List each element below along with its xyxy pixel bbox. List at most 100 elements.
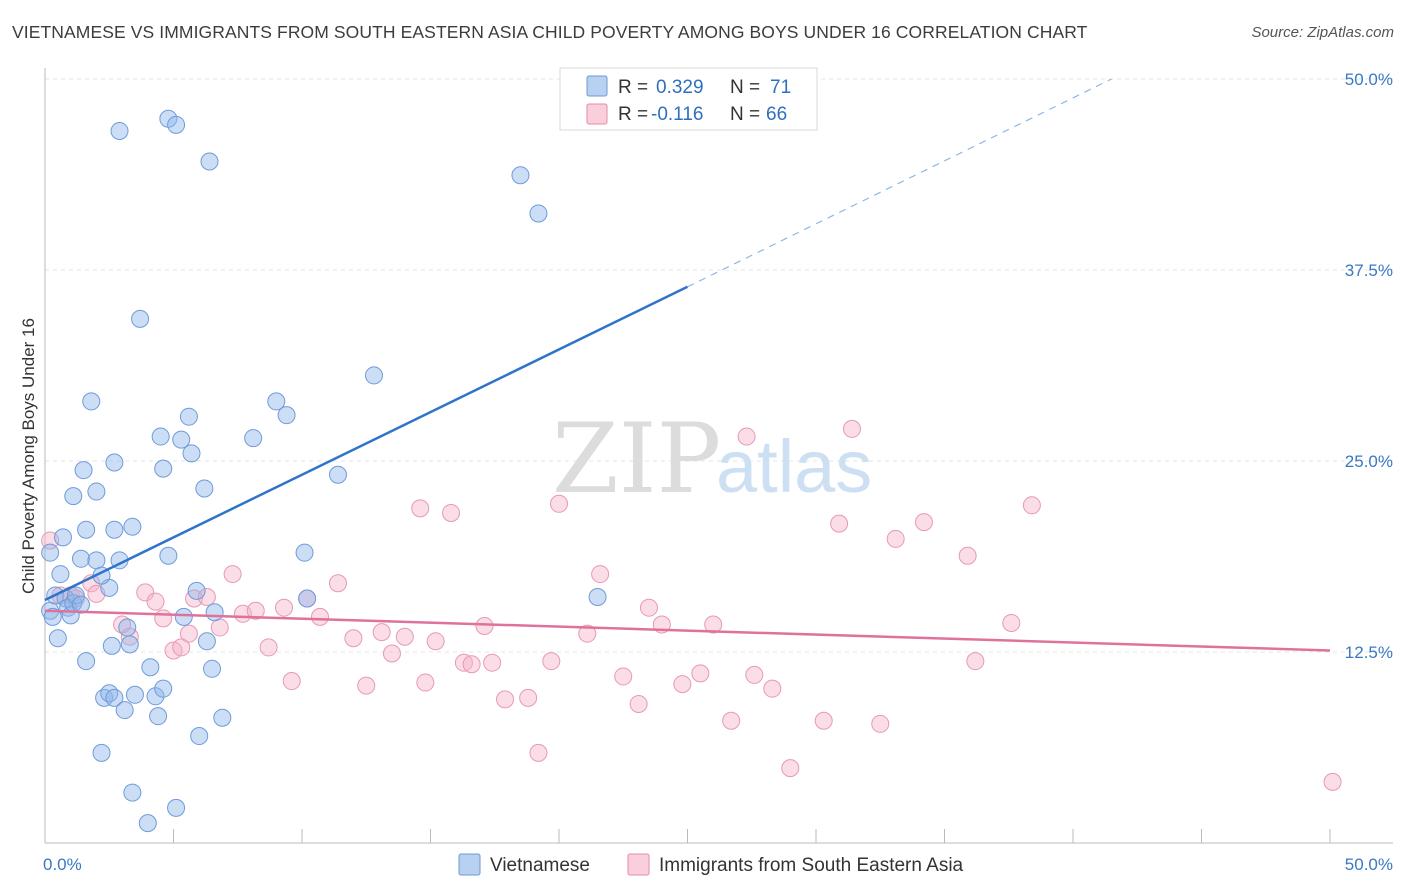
- legend-r-label-1: R =: [618, 77, 648, 98]
- immigrants-point-39: [496, 690, 515, 709]
- vietnamese-point-18: [82, 392, 101, 411]
- vietnamese-point-9: [66, 586, 85, 605]
- immigrants-point-9: [146, 592, 165, 611]
- immigrants-point-24: [310, 607, 329, 626]
- immigrants-point-55: [745, 665, 764, 684]
- vietnamese-point-55: [190, 727, 209, 746]
- vietnamese-point-66: [298, 589, 317, 608]
- vietnamese-point-61: [213, 708, 232, 727]
- immigrants-point-68: [1323, 772, 1342, 791]
- immigrants-point-66: [1002, 613, 1021, 632]
- vietnamese-point-16: [77, 652, 96, 671]
- immigrants-points: [41, 419, 1342, 791]
- x-tick-label-1: 50.0%: [1345, 855, 1393, 874]
- chart-title: VIETNAMESE VS IMMIGRANTS FROM SOUTH EAST…: [12, 22, 1088, 42]
- trend-lines: [44, 78, 1331, 652]
- vietnamese-point-49: [167, 798, 186, 817]
- vietnamese-point-20: [87, 482, 106, 501]
- vietnamese-point-59: [203, 659, 222, 678]
- legend-r-value-immigrants: -0.116: [651, 104, 703, 125]
- immigrants-point-13: [179, 624, 198, 643]
- legend-n-value-vietnamese: 71: [770, 77, 791, 98]
- immigrants-point-19: [246, 601, 265, 620]
- bottom-swatch-vietnamese: [458, 853, 481, 876]
- vietnamese-point-44: [154, 459, 173, 478]
- legend-n-value-immigrants: 66: [766, 104, 787, 125]
- immigrants-point-51: [691, 664, 710, 683]
- immigrants-point-25: [328, 574, 347, 593]
- immigrants-point-48: [639, 598, 658, 617]
- vietnamese-point-64: [277, 406, 296, 425]
- immigrants-point-52: [704, 615, 723, 634]
- vietnamese-point-33: [118, 618, 137, 637]
- immigrants-point-53: [722, 711, 741, 730]
- vietnamese-point-62: [244, 429, 263, 448]
- immigrants-point-46: [614, 667, 633, 686]
- vietnamese-point-17: [77, 520, 96, 539]
- vietnamese-point-68: [364, 366, 383, 385]
- immigrants-point-32: [416, 673, 435, 692]
- vietnamese-point-48: [167, 115, 186, 134]
- watermark-atlas: atlas: [716, 425, 872, 508]
- vietnamese-point-37: [125, 685, 144, 704]
- vietnamese-point-4: [51, 565, 70, 584]
- vietnamese-point-38: [131, 309, 150, 328]
- vietnamese-point-50: [172, 430, 191, 449]
- immigrants-point-17: [223, 565, 242, 584]
- bottom-label-immigrants: Immigrants from South Eastern Asia: [659, 855, 964, 876]
- vietnamese-point-15: [74, 461, 93, 480]
- immigrants-point-41: [529, 743, 548, 762]
- vietnamese-point-25: [105, 688, 124, 707]
- immigrants-point-16: [210, 618, 229, 637]
- immigrants-point-60: [842, 419, 861, 438]
- vietnamese-point-36: [123, 517, 142, 536]
- vietnamese-point-19: [87, 551, 106, 570]
- vietnamese-point-58: [200, 152, 219, 171]
- immigrants-point-28: [372, 623, 391, 642]
- immigrants-point-21: [275, 598, 294, 617]
- immigrants-point-12: [172, 638, 191, 657]
- vietnamese-point-52: [179, 407, 198, 426]
- immigrants-point-40: [519, 688, 538, 707]
- legend-r-label-2: R =: [618, 104, 648, 125]
- immigrants-point-30: [395, 627, 414, 646]
- x-tick-label-0: 0.0%: [43, 855, 82, 874]
- vietnamese-point-60: [205, 603, 224, 622]
- immigrants-point-61: [871, 714, 890, 733]
- immigrants-point-63: [914, 513, 933, 532]
- immigrants-point-64: [958, 546, 977, 565]
- y-tick-label-3: 50.0%: [1345, 70, 1393, 89]
- legend-r-value-vietnamese: 0.329: [656, 77, 704, 98]
- legend-n-label-2: N =: [730, 104, 760, 125]
- immigrants-point-34: [442, 503, 461, 522]
- legend-swatch-vietnamese: [586, 75, 608, 97]
- immigrants-point-65: [966, 652, 985, 671]
- watermark-zip: ZIP: [552, 403, 721, 515]
- y-tick-label-2: 37.5%: [1345, 261, 1393, 280]
- immigrants-point-54: [737, 427, 756, 446]
- immigrants-trend-line: [44, 609, 1331, 652]
- immigrants-point-38: [483, 653, 502, 672]
- immigrants-point-22: [282, 672, 301, 691]
- immigrants-point-8: [136, 583, 155, 602]
- vietnamese-point-30: [110, 121, 129, 140]
- immigrants-point-58: [814, 711, 833, 730]
- vietnamese-point-56: [195, 479, 214, 498]
- vietnamese-point-12: [41, 543, 60, 562]
- immigrants-point-43: [550, 494, 568, 513]
- vietnamese-point-65: [295, 543, 314, 562]
- vietnamese-point-14: [71, 549, 90, 568]
- vietnamese-points: [41, 109, 607, 833]
- y-tick-labels: 12.5% 25.0% 37.5% 50.0%: [1345, 70, 1393, 662]
- vietnamese-point-54: [187, 581, 206, 600]
- immigrants-point-36: [462, 655, 481, 674]
- vietnamese-point-41: [146, 687, 165, 706]
- legend-swatch-immigrants: [586, 103, 608, 125]
- immigrants-point-27: [357, 676, 376, 695]
- immigrants-point-45: [591, 565, 610, 584]
- immigrants-point-62: [886, 529, 905, 548]
- immigrants-point-47: [629, 694, 648, 713]
- vietnamese-point-34: [120, 635, 139, 654]
- vietnamese-point-13: [64, 487, 83, 506]
